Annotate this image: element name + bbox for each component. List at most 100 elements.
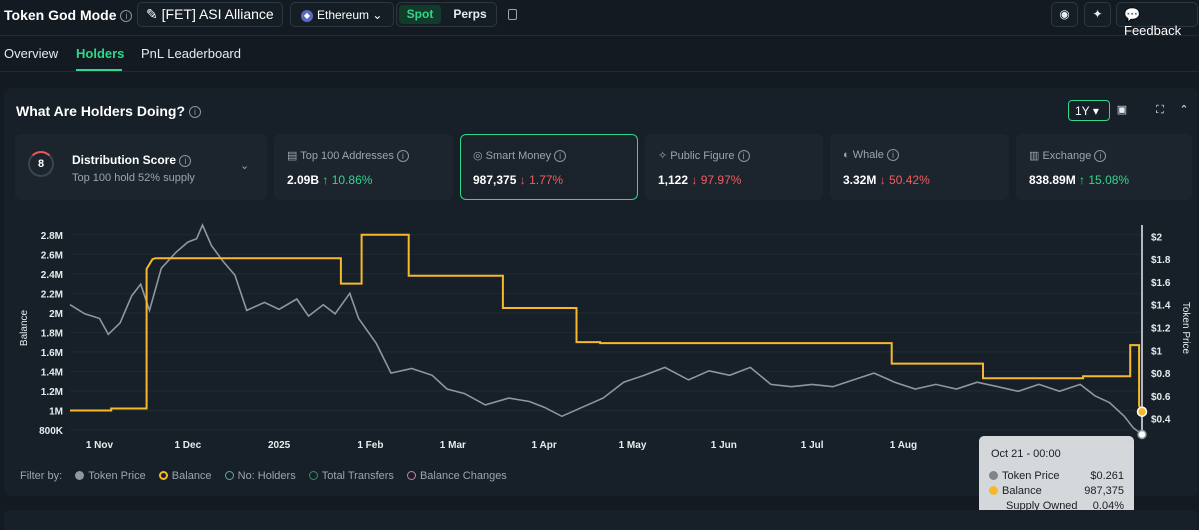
pencil-icon: ✎: [146, 6, 162, 22]
network-name: Ethereum: [317, 8, 370, 22]
y2-tick-label: $0.6: [1151, 392, 1171, 403]
table-icon[interactable]: ▣: [1116, 104, 1128, 116]
y-tick-label: 1.2M: [41, 387, 63, 398]
y2-axis-title: Token Price: [1180, 302, 1191, 355]
y2-tick-label: $1.8: [1151, 255, 1171, 266]
chart-tooltip: Oct 21 - 00:00 Token Price $0.261 Balance…: [979, 436, 1134, 524]
card-label: ▤ Top 100 Addresses i: [287, 149, 409, 163]
y2-tick-label: $1: [1151, 346, 1163, 357]
token-price-line: [69, 222, 1143, 436]
card-value: 838.89M ↑ 15.08%: [1029, 173, 1130, 187]
x-tick-label: 1 Mar: [440, 440, 466, 451]
info-icon[interactable]: i: [1094, 150, 1107, 163]
tooltip-title: Oct 21 - 00:00: [991, 448, 1061, 460]
y2-tick-label: $0.8: [1151, 369, 1171, 380]
tooltip-row-balance: Balance 987,375: [989, 485, 1124, 497]
x-tick-label: 1 Apr: [532, 440, 557, 451]
balance-marker: [1136, 406, 1148, 417]
distribution-score-ring: 8: [28, 151, 54, 177]
x-tick-label: 1 Aug: [890, 440, 917, 451]
y2-tick-label: $0.4: [1151, 415, 1171, 426]
distribution-subtitle: Top 100 hold 52% supply: [72, 172, 195, 184]
public-figure-card[interactable]: ✧ Public Figure i 1,122 ↓ 97.97%: [645, 134, 823, 200]
copy-icon[interactable]: [508, 9, 517, 20]
y2-tick-label: $1.4: [1151, 301, 1171, 312]
distribution-title: Distribution Score i: [72, 153, 192, 167]
tab-overview[interactable]: Overview: [4, 46, 59, 61]
period-selector[interactable]: 1Y ▾: [1068, 100, 1110, 121]
x-tick-label: 1 Feb: [357, 440, 383, 451]
change-badge: ↑ 10.86%: [322, 173, 373, 187]
y-tick-label: 2.2M: [41, 289, 63, 300]
x-tick-label: 2025: [268, 440, 291, 451]
info-icon[interactable]: i: [179, 154, 192, 167]
next-panel-edge: [4, 510, 1198, 530]
tab-bar: Overview Holders PnL Leaderboard: [0, 36, 1199, 72]
expand-icon[interactable]: ⛶: [1156, 104, 1164, 116]
info-icon[interactable]: i: [886, 149, 899, 162]
info-icon[interactable]: i: [737, 150, 750, 163]
y-tick-label: 1M: [49, 406, 63, 417]
y-tick-label: 800K: [39, 426, 64, 437]
filter-label: Filter by:: [20, 470, 63, 482]
card-label: ▥ Exchange i: [1029, 149, 1107, 163]
collapse-icon[interactable]: ⌃: [1179, 104, 1189, 116]
chart-legend: Filter by: Token Price Balance No: Holde…: [20, 470, 517, 482]
wallet-icon: ▤: [287, 150, 298, 162]
spot-button[interactable]: Spot: [399, 5, 441, 24]
info-icon[interactable]: i: [120, 10, 133, 23]
holders-panel: What Are Holders Doing? i 1Y ▾ ▣ ⛶ ⌃ 8 D…: [4, 88, 1198, 496]
y-tick-label: 2.8M: [41, 231, 63, 242]
chevron-down-icon: ⌄: [372, 8, 383, 22]
token-name: [FET] ASI Alliance: [161, 6, 274, 22]
y-tick-label: 2M: [49, 309, 63, 320]
network-selector[interactable]: ◆ Ethereum ⌄: [290, 2, 394, 27]
info-icon[interactable]: i: [188, 106, 201, 119]
card-value: 1,122 ↓ 97.97%: [658, 173, 742, 187]
pin-icon[interactable]: ✦: [1084, 2, 1111, 27]
tooltip-row-supply: Supply Owned 0.04%: [1006, 500, 1124, 512]
market-toggle: Spot Perps: [396, 2, 497, 27]
perps-button[interactable]: Perps: [453, 7, 487, 21]
exchange-card[interactable]: ▥ Exchange i 838.89M ↑ 15.08%: [1016, 134, 1192, 200]
y2-tick-label: $1.2: [1151, 324, 1171, 335]
brain-icon: ◎: [473, 150, 483, 162]
broadcast-icon[interactable]: ◉: [1051, 2, 1078, 27]
smart-money-card[interactable]: ◎ Smart Money i 987,375 ↓ 1.77%: [460, 134, 638, 200]
x-tick-label: 1 May: [619, 440, 647, 451]
legend-token-price[interactable]: Token Price: [75, 470, 146, 482]
change-badge: ↓ 50.42%: [879, 173, 930, 187]
change-badge: ↓ 1.77%: [519, 173, 564, 187]
x-tick-label: 1 Dec: [174, 440, 201, 451]
balance-line: [70, 233, 1143, 413]
whale-card[interactable]: ◐ Whale i 3.32M ↓ 50.42%: [830, 134, 1009, 200]
holders-chart[interactable]: 2.8M 2.6M 2.4M 2.2M 2M 1.8M 1.6M 1.4M 1.2M 1M 800K…: [0, 210, 1199, 465]
legend-balance[interactable]: Balance: [158, 470, 212, 482]
info-icon[interactable]: i: [396, 150, 409, 163]
y2-tick-label: $2: [1151, 232, 1163, 243]
top-100-card[interactable]: ▤ Top 100 Addresses i 2.09B ↑ 10.86%: [274, 134, 453, 200]
card-value: 987,375 ↓ 1.77%: [473, 173, 564, 187]
legend-total-transfers[interactable]: Total Transfers: [308, 470, 394, 482]
distribution-score-card[interactable]: 8 Distribution Score i Top 100 hold 52% …: [15, 134, 267, 200]
info-icon[interactable]: i: [554, 150, 567, 163]
tab-pnl-leaderboard[interactable]: PnL Leaderboard: [141, 46, 241, 61]
y-tick-label: 2.6M: [41, 250, 63, 261]
token-selector[interactable]: ✎ [FET] ASI Alliance: [137, 2, 283, 27]
x-tick-label: 1 Jun: [711, 440, 737, 451]
ethereum-icon: ◆: [301, 9, 313, 22]
feedback-button[interactable]: 💬 Feedback: [1116, 2, 1198, 38]
chevron-down-icon[interactable]: ⌄: [240, 160, 250, 172]
tab-holders[interactable]: Holders: [76, 46, 125, 61]
y-tick-label: 2.4M: [41, 270, 63, 281]
bank-icon: ▥: [1029, 150, 1040, 162]
change-badge: ↑ 15.08%: [1079, 173, 1130, 187]
card-value: 3.32M ↓ 50.42%: [843, 173, 930, 187]
legend-holders[interactable]: No: Holders: [224, 470, 296, 482]
y-axis-title: Balance: [19, 309, 30, 346]
panel-title: What Are Holders Doing? i: [16, 103, 201, 119]
y-tick-label: 1.4M: [41, 367, 63, 378]
legend-balance-changes[interactable]: Balance Changes: [406, 470, 507, 482]
x-tick-label: 1 Nov: [86, 440, 114, 451]
token-price-marker: [1137, 429, 1147, 440]
